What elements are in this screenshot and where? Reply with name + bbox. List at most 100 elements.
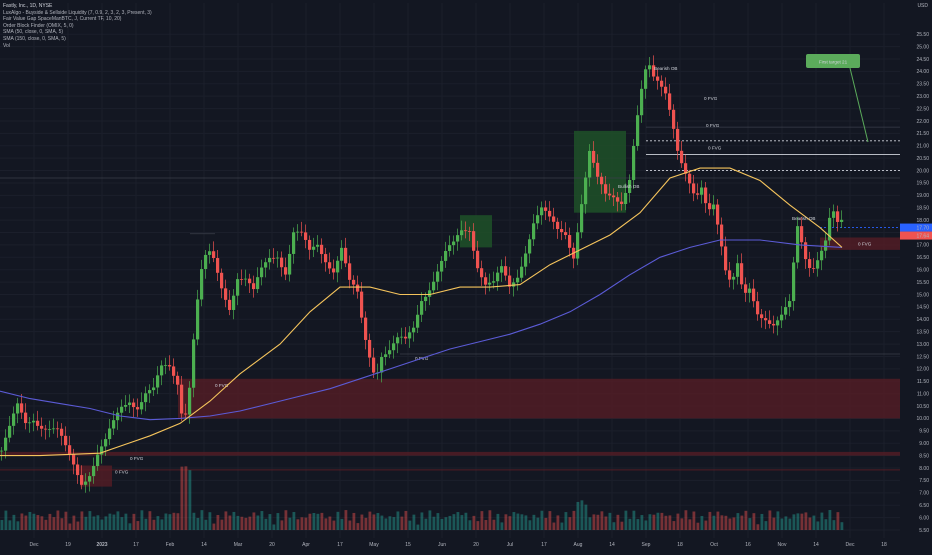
volume-bar bbox=[548, 511, 552, 530]
volume-bar bbox=[420, 512, 424, 530]
volume-bar bbox=[260, 511, 264, 530]
fvg-zone bbox=[0, 451, 900, 456]
candle-body bbox=[732, 276, 736, 280]
symbol-title[interactable]: Fastly, Inc., 1D, NYSE bbox=[3, 3, 53, 9]
candle-body bbox=[488, 282, 492, 285]
volume-bar bbox=[252, 512, 256, 530]
candle-body bbox=[416, 314, 420, 328]
volume-bar bbox=[612, 522, 616, 530]
volume-bar bbox=[604, 516, 608, 530]
indicator-order-block[interactable]: Order Block Finder (OMIX, 5, 0) bbox=[3, 22, 74, 29]
candle-body bbox=[336, 260, 340, 273]
time-tick-label: 20 bbox=[269, 542, 275, 548]
candle-body bbox=[8, 425, 12, 438]
candle-body bbox=[352, 279, 356, 285]
candle-body bbox=[576, 232, 580, 259]
candle-body bbox=[176, 375, 180, 385]
price-tick-label: 6.00 bbox=[919, 515, 929, 521]
candle-body bbox=[300, 231, 304, 233]
candle-body bbox=[92, 466, 96, 477]
volume-bar bbox=[116, 511, 120, 530]
volume-bar bbox=[720, 515, 724, 530]
currency-label[interactable]: USD bbox=[917, 3, 928, 9]
candle-body bbox=[556, 221, 560, 229]
volume-bar bbox=[660, 512, 664, 530]
candle-body bbox=[44, 428, 48, 430]
volume-bar bbox=[204, 519, 208, 530]
candle-body bbox=[272, 257, 276, 259]
candle-body bbox=[624, 192, 628, 205]
volume-bar bbox=[396, 511, 400, 530]
volume-bar bbox=[32, 513, 36, 530]
candle-body bbox=[244, 278, 248, 280]
volume-bar bbox=[492, 519, 496, 530]
candle-body bbox=[344, 247, 348, 264]
volume-bar bbox=[56, 510, 60, 530]
candle-body bbox=[568, 235, 572, 248]
price-tick-label: 21.50 bbox=[916, 131, 929, 137]
volume-bar bbox=[644, 520, 648, 530]
indicator-volume[interactable]: Vol bbox=[3, 42, 10, 49]
volume-bar bbox=[588, 517, 592, 530]
volume-bar bbox=[820, 512, 824, 530]
volume-bar bbox=[132, 513, 136, 530]
volume-bar bbox=[792, 514, 796, 530]
candle-body bbox=[232, 295, 236, 310]
candle-body bbox=[360, 291, 364, 318]
volume-bar bbox=[508, 516, 512, 530]
time-tick-label: Sep bbox=[642, 542, 651, 548]
volume-bar bbox=[836, 512, 840, 530]
volume-bar bbox=[696, 522, 700, 530]
candle-body bbox=[836, 211, 840, 222]
candle-body bbox=[356, 284, 360, 292]
volume-bar bbox=[224, 511, 228, 530]
time-tick-label: 18 bbox=[677, 542, 683, 548]
price-tick-label: 25.00 bbox=[916, 44, 929, 50]
candle-body bbox=[512, 282, 516, 287]
candle-body bbox=[592, 150, 596, 163]
candle-body bbox=[620, 201, 624, 205]
fvg-label: 0 FVG bbox=[706, 123, 720, 128]
volume-bar bbox=[732, 517, 736, 530]
volume-bar bbox=[764, 521, 768, 530]
candle-body bbox=[480, 268, 484, 278]
candle-body bbox=[220, 272, 224, 289]
indicator-fvg[interactable]: Fair Value Gap SpaceManBTC, J, Current T… bbox=[3, 16, 122, 23]
candle-body bbox=[64, 435, 68, 446]
volume-bar bbox=[444, 517, 448, 530]
price-tick-label: 22.00 bbox=[916, 119, 929, 125]
price-tick-label: 5.50 bbox=[919, 528, 929, 534]
volume-bar bbox=[380, 515, 384, 530]
candle-body bbox=[688, 173, 692, 184]
indicator-sma150[interactable]: SMA (150, close, 0, SMA, 5) bbox=[3, 35, 66, 42]
candle-body bbox=[504, 266, 508, 276]
volume-bar bbox=[96, 515, 100, 530]
volume-bar bbox=[676, 513, 680, 530]
indicator-sma50[interactable]: SMA (50, close, 0, SMA, 5) bbox=[3, 29, 64, 36]
volume-bar bbox=[336, 511, 340, 530]
volume-bar bbox=[156, 516, 160, 530]
candle-body bbox=[704, 187, 708, 204]
volume-bar bbox=[600, 511, 604, 530]
volume-bar bbox=[16, 521, 20, 530]
candle-body bbox=[264, 262, 268, 268]
volume-bar bbox=[308, 513, 312, 530]
candle-body bbox=[496, 272, 500, 282]
candle-body bbox=[332, 268, 336, 273]
volume-bar bbox=[88, 511, 92, 530]
candle-body bbox=[492, 281, 496, 283]
volume-bar bbox=[664, 515, 668, 530]
time-tick-label: Nov bbox=[778, 542, 787, 548]
indicator-liquidity[interactable]: LuxAlgo - Buyside & Sellside Liquidity (… bbox=[3, 9, 152, 16]
candle-body bbox=[0, 450, 4, 452]
time-tick-label: 17 bbox=[133, 542, 139, 548]
volume-bar bbox=[108, 513, 112, 530]
candle-body bbox=[644, 69, 648, 89]
volume-bar bbox=[128, 523, 132, 530]
volume-bar bbox=[188, 470, 192, 530]
candle-body bbox=[720, 224, 724, 247]
candle-body bbox=[256, 277, 260, 290]
candle-body bbox=[204, 254, 208, 270]
